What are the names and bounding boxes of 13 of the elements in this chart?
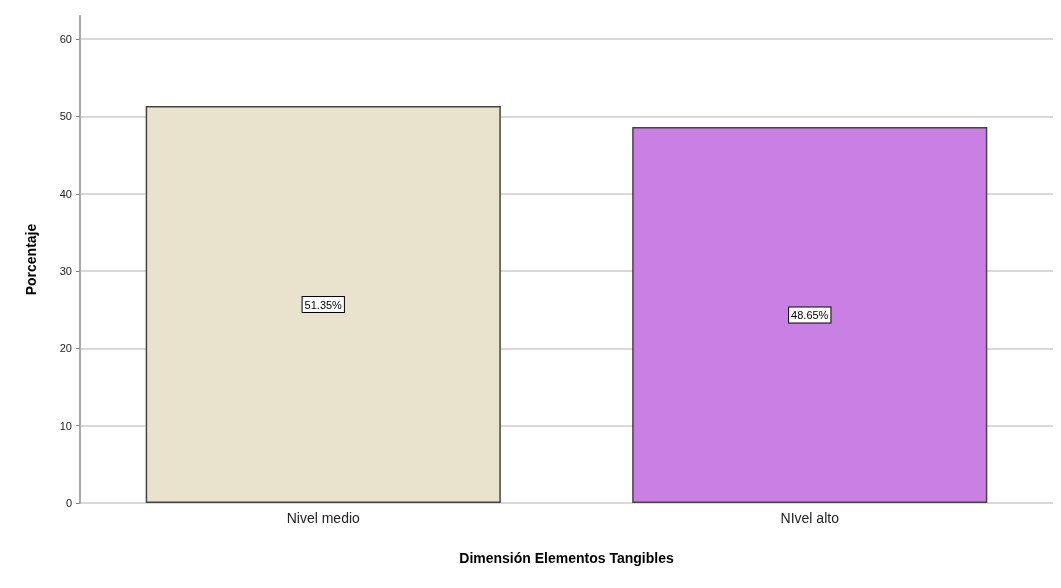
data-label: 48.65% xyxy=(791,308,829,321)
x-tick-label: Nivel medio xyxy=(286,510,361,526)
y-tick-label: 30 xyxy=(59,265,72,278)
y-tick-label: 60 xyxy=(59,33,72,46)
y-tick-label: 0 xyxy=(65,497,72,509)
data-label: 51.35% xyxy=(304,298,343,311)
y-axis-title: Porcentaje xyxy=(23,223,39,296)
x-tick-label: NIvel alto xyxy=(780,510,840,526)
y-tick-label: 50 xyxy=(59,110,72,123)
y-tick-label: 10 xyxy=(59,419,72,432)
x-axis-title: Dimensión Elementos Tangibles xyxy=(459,550,674,566)
y-tick-label: 20 xyxy=(59,342,72,355)
y-tick-label: 40 xyxy=(59,187,72,200)
